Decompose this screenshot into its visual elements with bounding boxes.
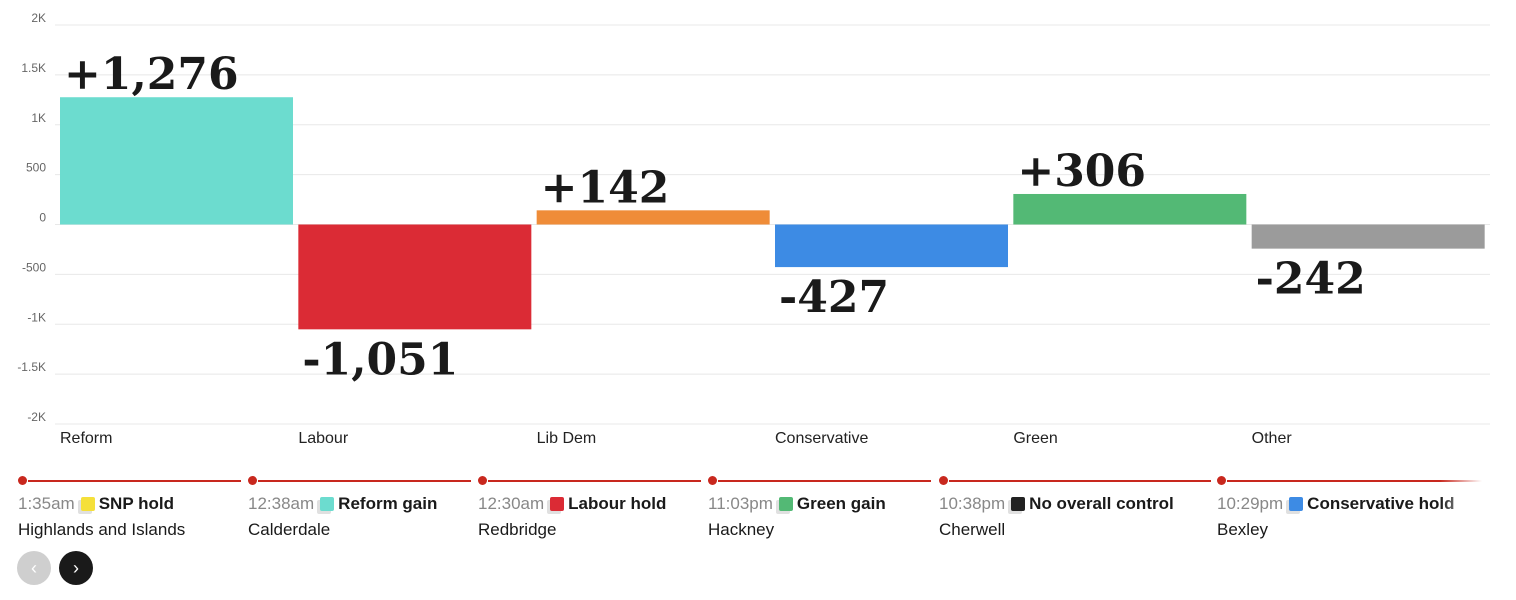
bar-reform — [60, 97, 293, 225]
x-tick-label: Labour — [298, 430, 348, 447]
bar-green — [1013, 193, 1247, 225]
timeline-item[interactable]: 10:29pm Conservative hold Bexley — [1217, 470, 1498, 550]
result-status: Labour hold — [568, 494, 667, 513]
bar-lib-dem — [536, 210, 770, 225]
data-label: -427 — [779, 272, 889, 323]
y-tick-label: -1.5K — [17, 360, 46, 374]
council-name: Calderdale — [248, 520, 331, 539]
x-tick-label: Conservative — [775, 430, 868, 447]
data-label: +1,276 — [64, 49, 239, 100]
result-time: 1:35am — [18, 494, 75, 513]
result-time: 11:03pm — [708, 494, 773, 513]
result-status: No overall control — [1029, 494, 1174, 513]
chevron-left-icon: ‹ — [31, 557, 37, 578]
data-label: -1,051 — [302, 334, 458, 385]
timeline-line — [28, 480, 241, 482]
bar-other — [1251, 224, 1485, 249]
data-label: -242 — [1256, 254, 1366, 305]
y-tick-label: 1.5K — [21, 61, 46, 75]
previous-button[interactable]: ‹ — [17, 551, 51, 585]
result-status: Green gain — [796, 494, 886, 513]
y-tick-label: -500 — [22, 260, 46, 274]
party-color-swatch — [778, 497, 793, 511]
timeline-item[interactable]: 10:38pm No overall control Cherwell — [939, 470, 1211, 550]
timeline-result-row: 10:29pm Conservative hold — [1217, 494, 1455, 514]
council-name: Redbridge — [478, 520, 557, 539]
timeline-dot — [478, 476, 487, 485]
result-status: SNP hold — [98, 494, 174, 513]
x-tick-label: Lib Dem — [537, 430, 597, 447]
x-tick-label: Other — [1252, 430, 1293, 447]
party-color-swatch — [550, 497, 565, 511]
timeline-line — [718, 480, 931, 482]
party-color-swatch — [80, 497, 95, 511]
council-name: Highlands and Islands — [18, 520, 186, 539]
timeline-item[interactable]: 12:30am Labour hold Redbridge — [478, 470, 701, 550]
council-name: Bexley — [1217, 520, 1269, 539]
result-time: 12:30am — [478, 494, 545, 513]
y-tick-label: -1K — [27, 310, 46, 324]
party-color-swatch — [320, 497, 335, 511]
y-tick-label: 2K — [31, 11, 46, 25]
timeline-line — [1227, 480, 1498, 482]
result-time: 10:38pm — [939, 494, 1006, 513]
result-status: Reform gain — [338, 494, 438, 513]
results-timeline: 1:35am SNP hold Highlands and Islands 12:38… — [18, 470, 1498, 550]
party-color-swatch — [1011, 497, 1026, 511]
timeline-result-row: 12:38am Reform gain — [248, 494, 437, 514]
timeline-result-row: 11:03pm Green gain — [708, 494, 886, 514]
timeline-dot — [248, 476, 257, 485]
council-name: Cherwell — [939, 520, 1006, 539]
x-tick-label: Reform — [60, 430, 112, 447]
bar-labour — [298, 224, 532, 330]
y-tick-label: -2K — [27, 410, 46, 424]
timeline-item[interactable]: 1:35am SNP hold Highlands and Islands — [18, 470, 241, 550]
y-tick-label: 1K — [31, 111, 46, 125]
result-status: Conservative hold — [1307, 494, 1455, 513]
data-label: +142 — [541, 162, 670, 213]
timeline-line — [258, 480, 471, 482]
y-tick-label: 500 — [26, 161, 46, 175]
result-time: 10:29pm — [1217, 494, 1284, 513]
party-color-swatch — [1289, 497, 1304, 511]
timeline-result-row: 10:38pm No overall control — [939, 494, 1174, 514]
y-tick-label: 0 — [39, 211, 46, 225]
timeline-fade — [1440, 470, 1500, 550]
timeline-dot — [939, 476, 948, 485]
next-button[interactable]: › — [59, 551, 93, 585]
timeline-line — [949, 480, 1211, 482]
timeline-result-row: 12:30am Labour hold — [478, 494, 666, 514]
bar-conservative — [775, 224, 1008, 268]
council-name: Hackney — [708, 520, 775, 539]
timeline-dot — [18, 476, 27, 485]
timeline-result-row: 1:35am SNP hold — [18, 494, 174, 514]
data-label: +306 — [1017, 146, 1146, 197]
timeline-line — [488, 480, 701, 482]
timeline-dot — [708, 476, 717, 485]
timeline-item[interactable]: 12:38am Reform gain Calderdale — [248, 470, 471, 550]
bar-chart: 2K 1.5K 1K 500 0 -500 -1K -1.5K -2K +1,276 Reform -… — [17, 11, 1490, 447]
result-time: 12:38am — [248, 494, 315, 513]
chevron-right-icon: › — [73, 557, 79, 578]
timeline-dot — [1217, 476, 1226, 485]
x-tick-label: Green — [1013, 430, 1057, 447]
timeline-item[interactable]: 11:03pm Green gain Hackney — [708, 470, 931, 550]
